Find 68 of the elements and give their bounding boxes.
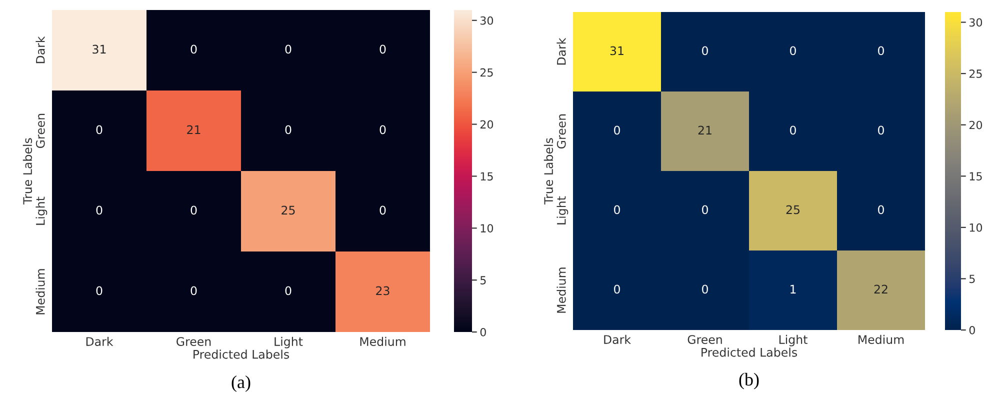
- data-label: 0: [614, 205, 620, 214]
- color-bar-label: 10: [970, 223, 982, 232]
- text: (b): [739, 372, 759, 390]
- y-tick-label: Dark: [36, 36, 45, 64]
- data-label: 0: [96, 206, 102, 215]
- data-label: 0: [702, 284, 708, 294]
- y-tick-label: Green: [556, 114, 566, 148]
- data-label: 0: [96, 125, 102, 134]
- data-label: 0: [878, 205, 884, 214]
- color-bar-label: 5: [480, 276, 486, 284]
- x-tick-label: Green: [176, 337, 211, 346]
- data-label: 25: [786, 205, 800, 214]
- data-label: 22: [874, 284, 888, 294]
- x-axis-title: Predicted Labels: [702, 348, 798, 357]
- y-tick-label: Medium: [36, 269, 45, 314]
- data-label: 0: [190, 286, 197, 296]
- data-label: 0: [878, 126, 884, 135]
- data-label: 0: [380, 206, 386, 215]
- data-label: 0: [190, 44, 197, 54]
- data-label: 21: [187, 125, 200, 134]
- color-bar-label: 25: [480, 68, 493, 77]
- x-tick-label: Medium: [360, 336, 406, 346]
- y-tick-label: Light: [36, 196, 48, 225]
- y-tick-label: Medium: [556, 268, 566, 313]
- y-axis-title: True Labels: [544, 138, 554, 204]
- x-axis-title: Predicted Labels: [194, 350, 290, 359]
- color-bar-label: 10: [480, 224, 494, 233]
- data-label: 0: [702, 205, 708, 214]
- color-bar-label: 5: [969, 274, 975, 284]
- y-axis-title: True Labels: [22, 138, 32, 204]
- color-bar-label: 15: [480, 172, 493, 181]
- x-tick-label: Medium: [858, 334, 904, 344]
- color-bar-label: 20: [480, 120, 494, 129]
- x-tick-label: Green: [688, 335, 722, 344]
- data-label: 0: [702, 46, 708, 56]
- data-label: 23: [376, 286, 390, 296]
- data-label: 0: [285, 286, 292, 296]
- data-label: 0: [790, 126, 796, 135]
- color-bar-label: 15: [970, 172, 982, 181]
- data-label: 0: [190, 206, 197, 215]
- x-tick-label: Light: [274, 336, 303, 348]
- data-label: 0: [285, 125, 292, 134]
- data-label: 0: [614, 126, 620, 135]
- data-label: 0: [878, 46, 884, 56]
- data-label: 0: [380, 125, 386, 134]
- data-label: 0: [790, 46, 796, 56]
- x-tick-label: Dark: [604, 334, 631, 344]
- data-label: 25: [282, 206, 295, 215]
- data-label: 21: [698, 126, 712, 135]
- color-bar-label: 25: [969, 70, 982, 78]
- data-label: 0: [614, 284, 620, 294]
- color-bar-label: 0: [480, 328, 486, 336]
- color-bar-label: 0: [969, 326, 975, 334]
- data-label: 0: [380, 44, 386, 54]
- y-tick-label: Dark: [556, 38, 566, 65]
- text: (a): [232, 375, 250, 392]
- y-tick-label: Light: [556, 196, 568, 224]
- data-label: 0: [285, 44, 292, 54]
- data-label: 1: [790, 284, 796, 294]
- data-label: 0: [96, 286, 102, 296]
- data-label: 31: [92, 44, 106, 54]
- y-tick-label: Green: [36, 114, 45, 148]
- data-label: 31: [610, 46, 624, 56]
- x-tick-label: Light: [779, 334, 808, 346]
- color-bar-label: 30: [480, 16, 494, 25]
- color-bar-label: 20: [969, 120, 982, 130]
- x-tick-label: Dark: [86, 336, 114, 346]
- color-bar-label: 30: [969, 18, 982, 27]
